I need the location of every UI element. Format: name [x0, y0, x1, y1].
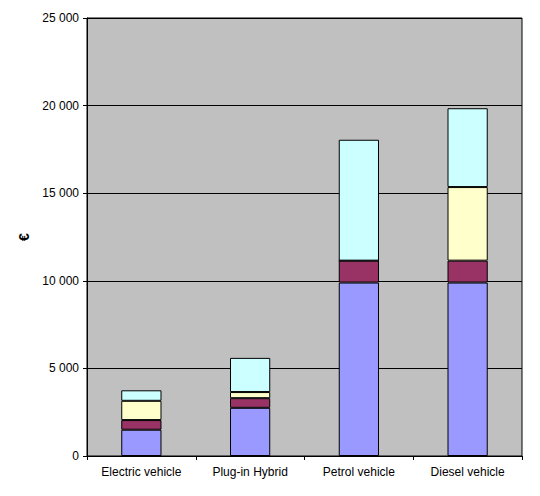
- svg-text:20 000: 20 000: [42, 99, 79, 113]
- svg-text:Electric vehicle: Electric vehicle: [101, 465, 181, 479]
- svg-text:Plug-in Hybrid: Plug-in Hybrid: [212, 465, 287, 479]
- svg-text:Petrol vehicle: Petrol vehicle: [323, 465, 395, 479]
- svg-text:Diesel vehicle: Diesel vehicle: [431, 465, 505, 479]
- svg-text:0: 0: [72, 449, 79, 463]
- svg-text:5 000: 5 000: [49, 361, 79, 375]
- svg-text:10 000: 10 000: [42, 274, 79, 288]
- svg-text:€: €: [16, 233, 32, 241]
- svg-text:25 000: 25 000: [42, 11, 79, 25]
- svg-text:15 000: 15 000: [42, 186, 79, 200]
